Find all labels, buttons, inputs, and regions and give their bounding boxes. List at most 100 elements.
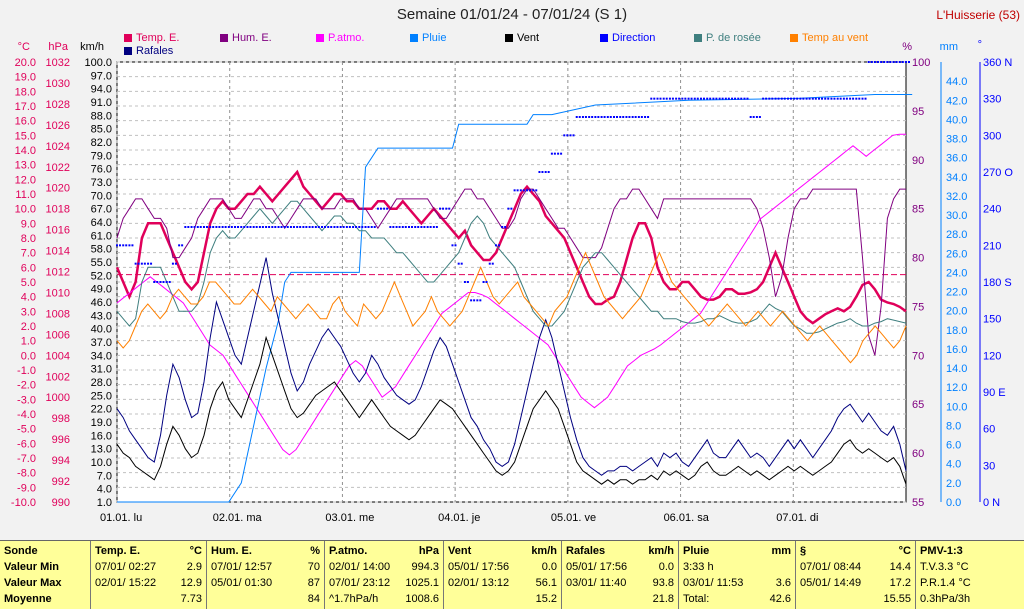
direction-point bbox=[230, 226, 233, 228]
direction-point bbox=[429, 226, 432, 228]
direction-point bbox=[150, 262, 153, 265]
direction-point bbox=[358, 226, 361, 228]
direction-point bbox=[861, 97, 864, 100]
direction-point bbox=[678, 97, 681, 100]
temp-tick-label: 0.0 bbox=[21, 350, 36, 362]
direction-point bbox=[224, 226, 227, 228]
direction-point bbox=[849, 97, 852, 100]
direction-point bbox=[740, 97, 743, 100]
legend-label: Pluie bbox=[422, 32, 447, 44]
unit-hum: % bbox=[902, 41, 912, 53]
x-tick-label: 04.01. je bbox=[438, 512, 480, 524]
temp-tick-label: 14.0 bbox=[15, 145, 36, 157]
direction-point bbox=[507, 207, 510, 210]
direction-point bbox=[466, 281, 469, 283]
rain-tick-label: 0.0 bbox=[946, 497, 961, 509]
direction-point bbox=[783, 97, 786, 100]
press-tick-label: 1016 bbox=[46, 225, 70, 237]
hum-tick-label: 75 bbox=[912, 301, 924, 313]
direction-point bbox=[855, 97, 858, 100]
legend-item: P. de rosée bbox=[694, 32, 761, 44]
direction-point bbox=[140, 262, 143, 265]
direction-point bbox=[557, 152, 560, 155]
footer-value: 994.3 bbox=[411, 561, 439, 573]
direction-point bbox=[237, 226, 240, 228]
direction-point bbox=[299, 226, 302, 228]
footer-cell: 0.3hPa/3h bbox=[920, 593, 971, 605]
direction-point bbox=[333, 226, 336, 228]
dir-tick-label: 210 bbox=[983, 240, 1001, 252]
series-vent bbox=[116, 335, 907, 485]
footer-value: 87 bbox=[307, 577, 320, 589]
direction-point bbox=[491, 262, 494, 265]
footer-cell: 05/01/ 14:49 bbox=[800, 577, 862, 589]
press-tick-label: 1028 bbox=[46, 99, 70, 111]
direction-point bbox=[774, 97, 777, 100]
direction-point bbox=[721, 97, 724, 100]
footer-cell: 02/01/ 15:22 bbox=[95, 577, 157, 589]
direction-point bbox=[808, 97, 811, 100]
footer-col-title: § bbox=[800, 545, 807, 557]
direction-point bbox=[476, 299, 479, 302]
direction-point bbox=[327, 226, 330, 228]
direction-point bbox=[445, 207, 448, 210]
footer-cell: 07/01/ 08:44 bbox=[800, 561, 862, 573]
weather-chart: 20.0 19.0 18.0 17.0 16.0 15.0 14.0 13.0 12.0 11.0… bbox=[11, 39, 1013, 524]
press-tick-label: 992 bbox=[52, 476, 70, 488]
temp-tick-label: -4.0 bbox=[17, 409, 36, 421]
x-tick-label: 06.01. sa bbox=[664, 512, 710, 524]
legend-label: P. de rosée bbox=[706, 32, 761, 44]
wind-tick-label: 55.0 bbox=[91, 257, 112, 269]
direction-point bbox=[737, 97, 740, 100]
direction-point bbox=[218, 226, 221, 228]
direction-point bbox=[836, 97, 839, 100]
dir-tick-label: 240 bbox=[983, 204, 1001, 216]
footer-col: § °C 07/01/ 08:44 14.4 05/01/ 14:49 17.2 15.55 bbox=[795, 541, 915, 609]
direction-point bbox=[494, 244, 497, 247]
footer-col: Pluie mm 3:33 h 03/01/ 11:53 3.6 Total: 42.6 bbox=[678, 541, 795, 609]
direction-point bbox=[277, 226, 280, 228]
direction-point bbox=[190, 226, 193, 228]
direction-point bbox=[603, 116, 606, 118]
wind-tick-label: 67.0 bbox=[91, 204, 112, 216]
legend-label: Rafales bbox=[136, 45, 174, 57]
direction-point bbox=[727, 97, 730, 100]
legend-label: Temp au vent bbox=[802, 32, 869, 44]
direction-point bbox=[283, 226, 286, 228]
dir-tick-label: 90 E bbox=[983, 387, 1006, 399]
direction-point bbox=[547, 171, 550, 173]
temp-tick-label: 2.0 bbox=[21, 321, 36, 333]
wind-tick-label: 79.0 bbox=[91, 150, 112, 162]
direction-point bbox=[454, 244, 457, 247]
footer-cell: 02/01/ 14:00 bbox=[329, 561, 391, 573]
direction-point bbox=[463, 281, 466, 283]
direction-point bbox=[833, 97, 836, 100]
wind-tick-label: 34.0 bbox=[91, 350, 112, 362]
direction-point bbox=[625, 116, 628, 118]
footer-cell: 03/01/ 11:53 bbox=[683, 577, 744, 589]
direction-point bbox=[271, 226, 274, 228]
direction-point bbox=[286, 226, 289, 228]
direction-point bbox=[407, 226, 410, 228]
direction-point bbox=[137, 262, 140, 265]
chart-title: Semaine 01/01/24 - 07/01/24 (S 1) bbox=[396, 6, 628, 23]
press-tick-label: 1010 bbox=[46, 287, 70, 299]
direction-point bbox=[746, 97, 749, 100]
hum-tick-label: 90 bbox=[912, 155, 924, 167]
legend-item: Vent bbox=[505, 32, 539, 44]
legend-swatch bbox=[694, 34, 702, 42]
direction-point bbox=[553, 152, 556, 155]
footer-value: 42.6 bbox=[769, 593, 791, 605]
direction-point bbox=[116, 244, 118, 247]
direction-point bbox=[317, 226, 320, 228]
direction-point bbox=[168, 281, 171, 283]
footer-value: 56.1 bbox=[535, 577, 557, 589]
direction-point bbox=[880, 61, 883, 63]
rain-tick-label: 24.0 bbox=[946, 267, 967, 279]
direction-point bbox=[755, 116, 758, 118]
dir-tick-label: 330 bbox=[983, 94, 1001, 106]
wind-tick-label: 37.0 bbox=[91, 337, 112, 349]
x-tick-label: 03.01. me bbox=[325, 512, 374, 524]
direction-point bbox=[187, 226, 190, 228]
direction-point bbox=[348, 226, 351, 228]
